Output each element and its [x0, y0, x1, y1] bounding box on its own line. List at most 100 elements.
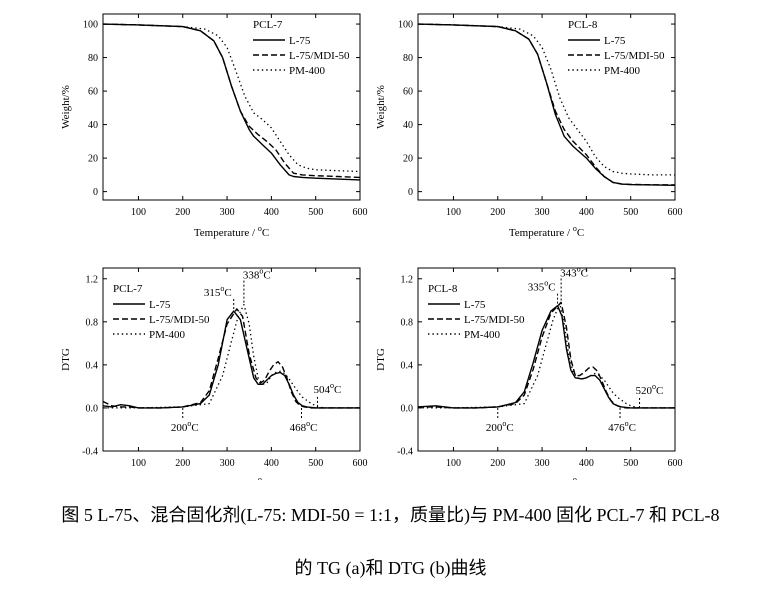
y-axis-label: Weight/%: [375, 85, 387, 129]
legend-label: L-75/MDI-50: [604, 50, 665, 62]
y-tick-label: -0.4: [82, 447, 98, 458]
legend-label: PM-400: [289, 65, 326, 77]
x-tick-label: 400: [579, 207, 594, 218]
annotation-label: 338oC: [243, 267, 271, 282]
y-tick-label: 1.2: [401, 274, 414, 285]
y-tick-label: 0: [408, 187, 413, 198]
x-tick-label: 500: [308, 207, 323, 218]
x-tick-label: 100: [446, 207, 461, 218]
panel-title: PCL-8: [428, 283, 458, 295]
y-tick-label: 40: [403, 120, 413, 131]
x-tick-label: 200: [490, 458, 505, 469]
annotation-label: 504oC: [313, 381, 341, 396]
dtg-pcl8-panel: 100 200 300 400 500 600 -0.4 0.0 0.4 0.8 1.2 Temper…: [375, 264, 683, 480]
y-tick-label: 0.8: [86, 317, 99, 328]
annotation-label: 200oC: [171, 419, 199, 434]
series-line-pm-400: [418, 302, 675, 409]
y-tick-label: 20: [88, 154, 98, 165]
series-line-pm-400: [417, 23, 675, 176]
series-line-pm-400: [103, 303, 360, 409]
y-axis-label: Weight/%: [60, 85, 72, 129]
y-tick-label: 1.2: [86, 274, 99, 285]
y-tick-label: 0.0: [86, 403, 99, 414]
legend-label: PM-400: [149, 329, 186, 341]
series-line-l-75-mdi-50: [102, 23, 361, 179]
legend-label: L-75: [464, 299, 486, 311]
legend-label: L-75: [289, 35, 311, 47]
x-tick-label: 300: [535, 207, 550, 218]
figure: 100 200 300 400 500 600020406080100Temperatur…: [60, 13, 683, 480]
x-axis-label: Temperature / oC: [194, 475, 269, 480]
x-tick-label: 500: [623, 207, 638, 218]
x-axis-label: Temperature / oC: [509, 475, 584, 480]
y-tick-label: 60: [88, 87, 98, 98]
x-tick-label: 300: [220, 207, 235, 218]
figure-caption-line-1: 图 5 L-75、混合固化剂(L-75: MDI-50 = 1:1，质量比)与 …: [61, 505, 720, 525]
series-line-l-75: [102, 23, 361, 181]
x-tick-label: 100: [131, 207, 146, 218]
x-tick-label: 600: [668, 207, 683, 218]
series-line-l-75: [417, 23, 676, 186]
x-tick-label: 600: [353, 207, 368, 218]
panel-title: PCL-7: [253, 19, 283, 31]
plot-frame: [417, 267, 676, 452]
annotation-label: 335oC: [528, 279, 556, 294]
x-axis-label: Temperature / oC: [194, 224, 269, 239]
legend-label: L-75/MDI-50: [149, 314, 210, 326]
x-tick-label: 400: [579, 458, 594, 469]
legend-label: PM-400: [464, 329, 501, 341]
x-tick-label: 100: [131, 458, 146, 469]
y-tick-label: 40: [88, 120, 98, 131]
series-line-pm-400: [102, 23, 361, 173]
y-tick-label: 0.0: [401, 403, 414, 414]
panel-title: PCL-7: [113, 283, 143, 295]
y-tick-label: 100: [398, 20, 413, 31]
annotation-label: 468oC: [290, 419, 318, 434]
annotation-label: 200oC: [486, 419, 514, 434]
annotation-label: 343oC: [560, 264, 588, 279]
y-tick-label: 20: [403, 154, 413, 165]
tg-pcl8-panel: 100 200 300 400 500 600 0 20 40 60 80 100 Temperatur…: [375, 13, 683, 239]
x-tick-label: 300: [220, 458, 235, 469]
y-tick-label: -0.4: [397, 447, 413, 458]
legend-label: PM-400: [604, 65, 641, 77]
annotation-label: 315oC: [204, 284, 232, 299]
annotation-label: 476oC: [608, 419, 636, 434]
x-tick-label: 200: [175, 207, 190, 218]
y-tick-label: 0: [93, 187, 98, 198]
plot-frame: [102, 267, 361, 452]
dtg-pcl7-panel: 100 200 300 400 500 600 -0.4 0.0 0.4 0.8 1.2 Temper…: [60, 267, 368, 480]
tg-pcl7-panel: 100 200 300 400 500 600 0 20 40 60 80 100 Temperatur…: [60, 13, 368, 239]
y-tick-label: 0.4: [401, 360, 414, 371]
legend-label: L-75: [149, 299, 171, 311]
x-tick-label: 300: [535, 458, 550, 469]
series-line-l-75: [417, 305, 675, 409]
x-tick-label: 200: [490, 207, 505, 218]
x-tick-label: 100: [446, 458, 461, 469]
y-tick-label: 80: [88, 53, 98, 64]
x-tick-label: 500: [308, 458, 323, 469]
series-line-l-75-mdi-50: [417, 23, 676, 186]
y-tick-label: 100: [83, 20, 98, 31]
legend-label: L-75/MDI-50: [289, 50, 350, 62]
legend-label: L-75/MDI-50: [464, 314, 525, 326]
x-tick-label: 500: [623, 458, 638, 469]
y-tick-label: 80: [403, 53, 413, 64]
plot-frame: [417, 13, 676, 201]
y-axis-label: DTG: [60, 348, 72, 371]
x-tick-label: 600: [668, 458, 683, 469]
x-tick-label: 400: [264, 207, 279, 218]
plot-frame: [102, 13, 361, 201]
legend-label: L-75: [604, 35, 626, 47]
x-tick-label: 400: [264, 458, 279, 469]
y-tick-label: 0.8: [401, 317, 414, 328]
y-tick-label: 60: [403, 87, 413, 98]
y-tick-label: 0.4: [86, 360, 99, 371]
x-tick-label: 600: [353, 458, 368, 469]
y-axis-label: DTG: [375, 348, 387, 371]
series-line-l-75-mdi-50: [418, 301, 675, 409]
panel-title: PCL-8: [568, 19, 598, 31]
x-axis-label: Temperature / oC: [509, 224, 584, 239]
annotation-label: 520oC: [636, 382, 664, 397]
figure-caption-line-2: 的 TG (a)和 DTG (b)曲线: [294, 558, 487, 578]
